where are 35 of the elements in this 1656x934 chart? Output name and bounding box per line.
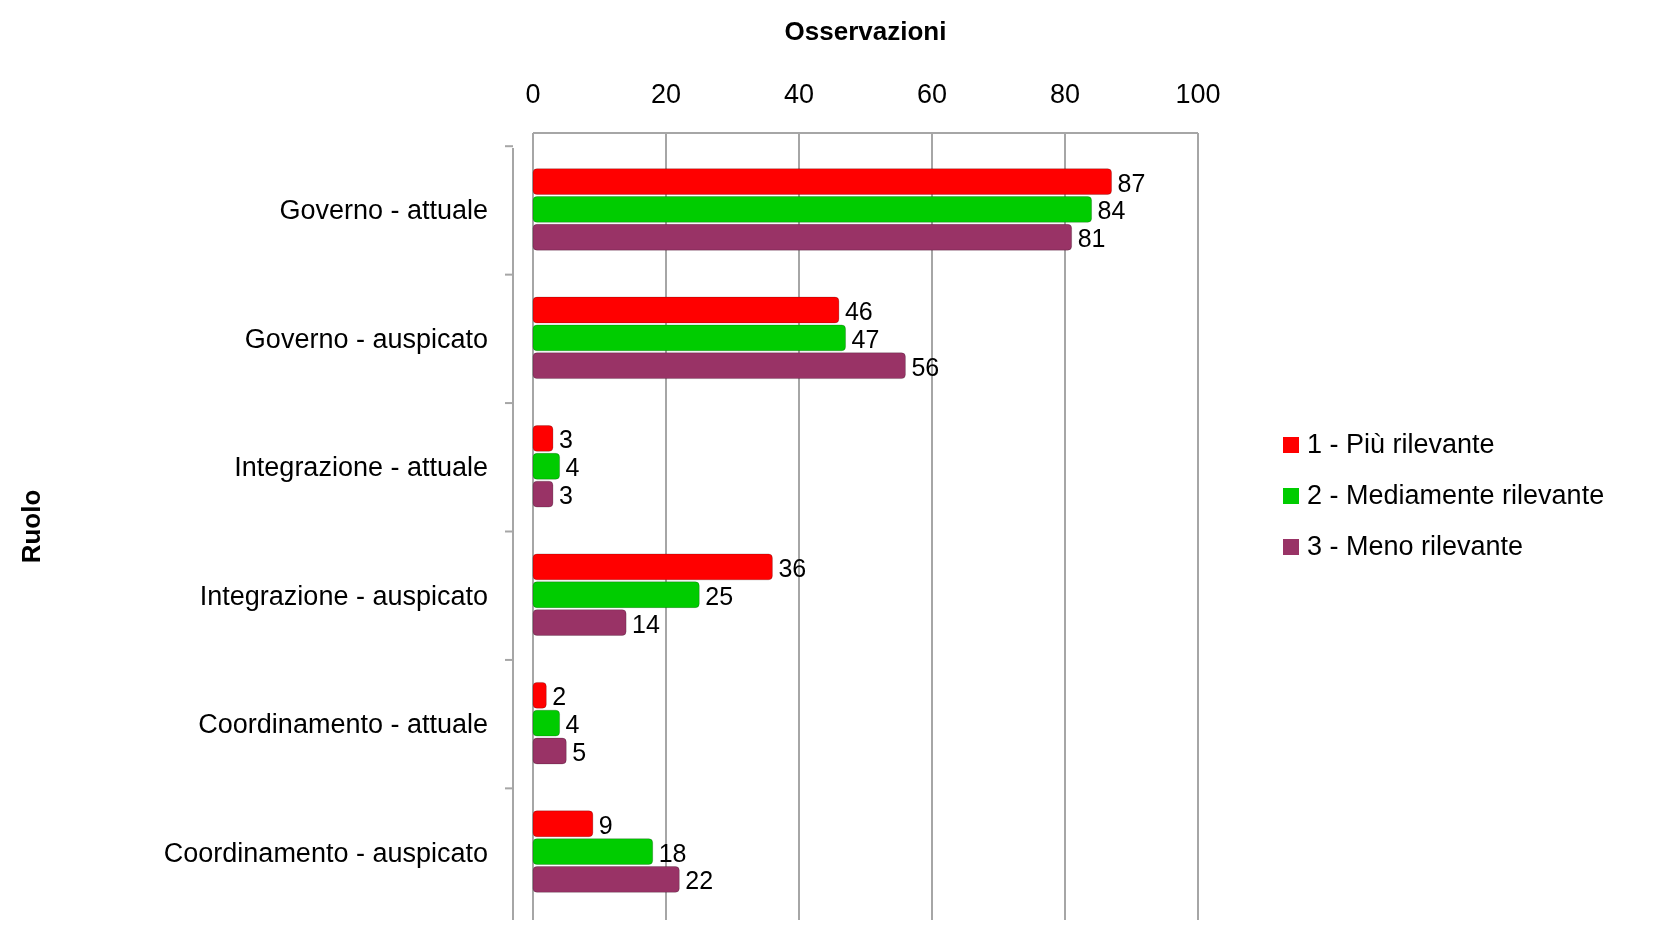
data-label: 2 — [552, 682, 567, 711]
x-tick-label: 0 — [525, 79, 541, 109]
data-label: 14 — [632, 609, 660, 638]
x-tick-label: 100 — [1175, 79, 1221, 109]
data-label: 4 — [565, 453, 580, 482]
x-tick-label: 60 — [916, 79, 948, 109]
data-label: 25 — [705, 581, 734, 610]
y-axis-title: Ruolo — [16, 489, 46, 564]
data-label: 47 — [851, 324, 880, 353]
data-label: 4 — [565, 710, 580, 739]
legend-label: 1 - Più rilevante — [1307, 429, 1495, 459]
data-label: 81 — [1077, 224, 1106, 253]
y-tick-label: Governo - auspicato — [244, 323, 488, 354]
y-tick-label: Integrazione - auspicato — [199, 580, 488, 611]
data-label: 3 — [558, 481, 573, 510]
data-label: 5 — [572, 737, 587, 766]
data-label: 3 — [558, 425, 573, 454]
y-tick-label: Governo - attuale — [279, 195, 488, 226]
y-tick-label: Coordinamento - auspicato — [163, 837, 488, 868]
data-label: 36 — [778, 553, 807, 582]
data-label: 18 — [658, 838, 687, 867]
data-label: 22 — [685, 866, 714, 895]
y-tick-label: Integrazione - attuale — [234, 452, 488, 483]
x-tick-label: 40 — [783, 79, 815, 109]
y-tick-label: Coordinamento - attuale — [198, 709, 488, 740]
x-tick-label: 80 — [1049, 79, 1081, 109]
legend-label: 3 - Meno rilevante — [1307, 531, 1524, 561]
x-axis-title: Osservazioni — [784, 16, 947, 46]
data-label: 56 — [911, 352, 940, 381]
legend-label: 2 - Mediamente rilevante — [1307, 480, 1605, 510]
data-label: 46 — [844, 297, 873, 326]
data-label: 9 — [598, 810, 613, 839]
data-label: 87 — [1117, 168, 1146, 197]
x-tick-label: 20 — [650, 79, 682, 109]
data-label: 84 — [1097, 196, 1126, 225]
